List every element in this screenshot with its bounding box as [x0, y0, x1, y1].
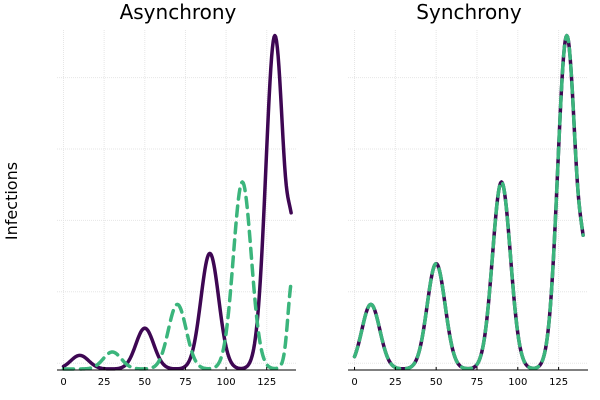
series-line-1 — [61, 33, 293, 371]
y-axis-label: Infections — [2, 162, 21, 240]
x-ticks: 0 25 50 75 100 125 — [351, 367, 568, 388]
x-tick-label: 125 — [549, 377, 568, 388]
x-tick-label: 25 — [389, 377, 402, 388]
x-tick-label: 0 — [351, 377, 357, 388]
panel-title: Asynchrony — [120, 0, 237, 24]
panel-synchrony: Synchrony 0 25 50 75 100 125 — [348, 0, 588, 388]
grid — [57, 30, 296, 370]
series-layer — [61, 33, 293, 371]
series-layer — [352, 33, 585, 371]
x-tick-label: 125 — [257, 377, 276, 388]
x-tick-label: 50 — [430, 377, 443, 388]
x-ticks: 0 25 50 75 100 125 — [60, 367, 276, 388]
grid — [348, 30, 588, 370]
x-tick-label: 50 — [138, 377, 151, 388]
x-tick-label: 25 — [98, 377, 111, 388]
panel-title: Synchrony — [416, 0, 522, 24]
x-tick-label: 100 — [217, 377, 236, 388]
x-tick-label: 75 — [179, 377, 192, 388]
panel-asynchrony: Asynchrony 0 25 50 75 100 125 — [57, 0, 296, 388]
series-line-2 — [61, 180, 293, 371]
x-tick-label: 0 — [60, 377, 66, 388]
x-tick-label: 100 — [508, 377, 527, 388]
series-line-2 — [352, 33, 585, 371]
x-tick-label: 75 — [471, 377, 484, 388]
